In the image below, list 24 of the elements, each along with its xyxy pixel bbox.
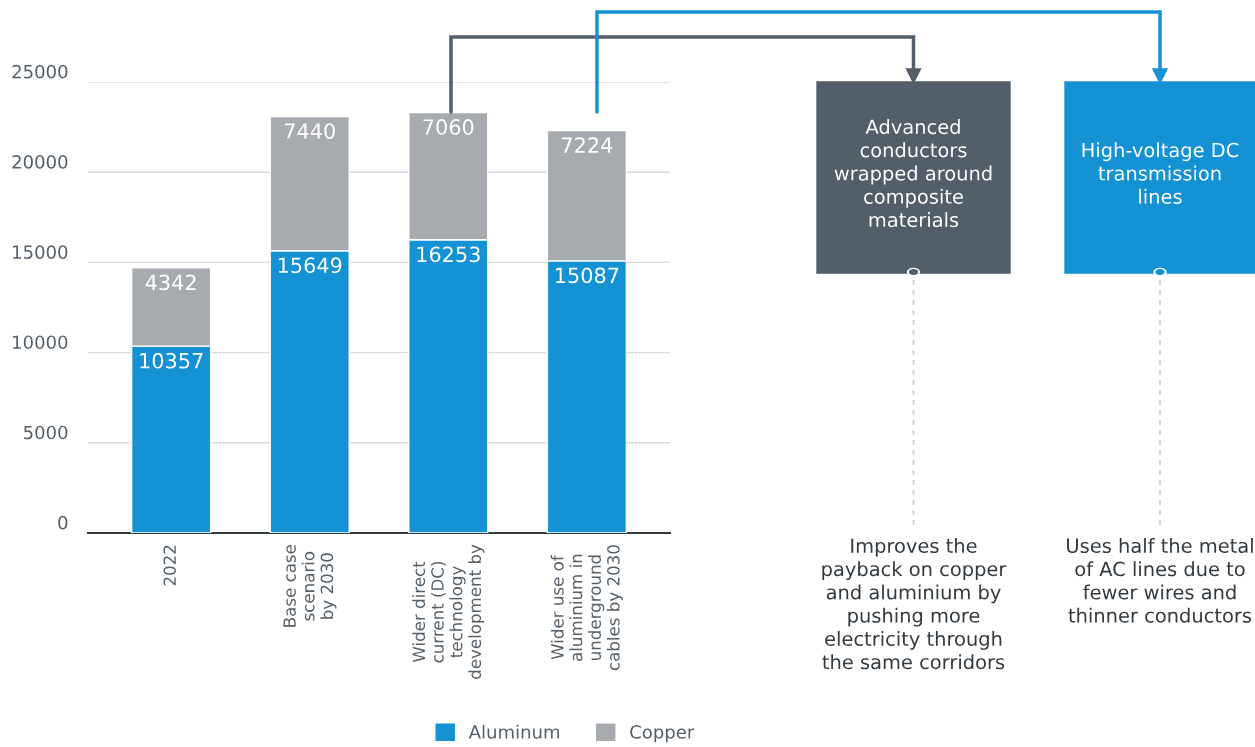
- y-tick-label: 5000: [24, 425, 68, 440]
- data-label: 7224: [562, 137, 613, 153]
- data-label: 4342: [145, 274, 196, 291]
- text: Improves the payback on copper and aluminium by pushing more electricity through the same corridors: [822, 538, 1007, 670]
- text: Uses half the metal of AC lines due to fewer wires and thinner conductors: [1067, 538, 1253, 623]
- legend-label: Copper: [630, 725, 695, 743]
- data-label: 15087: [556, 267, 619, 284]
- data-label: 10357: [140, 352, 203, 369]
- legend-label: Aluminum: [468, 724, 560, 739]
- data-label: 15649: [278, 257, 342, 274]
- data-label: 7060: [423, 119, 474, 135]
- y-tick-label: 25000: [12, 64, 68, 79]
- x-tick-label: Wider use of aluminium in underground cables by 2030: [550, 545, 623, 671]
- y-tick-label: 10000: [13, 335, 68, 350]
- text: Advanced conductors wrapped around composite materials: [834, 119, 992, 228]
- x-tick-label: 2022: [163, 545, 176, 586]
- y-tick-label: 15000: [13, 245, 68, 259]
- data-label: 7440: [284, 123, 335, 139]
- text: High-voltage DC transmission lines: [1082, 142, 1239, 204]
- data-label: 16253: [417, 246, 480, 263]
- y-tick-label: 20000: [12, 155, 68, 169]
- y-tick-label: 0: [58, 515, 68, 530]
- x-tick-label: Wider direct current (DC) technology development by: [412, 544, 485, 679]
- x-tick-label: Base case scenario by 2030: [283, 545, 337, 627]
